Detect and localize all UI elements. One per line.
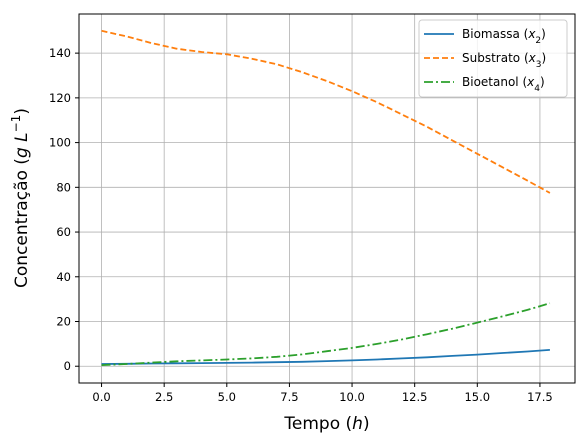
legend: Biomassa (x2)Substrato (x3)Bioetanol (x4… [418, 19, 568, 98]
series-layer [101, 29, 551, 366]
x-tick-label: 7.5 [280, 390, 298, 404]
y-tick-label: 0 [64, 359, 71, 373]
x-axis-label: Tempo (h) [283, 414, 369, 434]
y-tick-label: 20 [56, 315, 71, 329]
y-tick-label: 40 [56, 270, 71, 284]
x-tick-label: 15.0 [464, 390, 490, 404]
series-line-bioetanol [101, 302, 551, 366]
y-tick-label: 140 [49, 46, 71, 60]
x-tick-label: 5.0 [218, 390, 236, 404]
y-axis-label: Concentração (g L−1) [9, 108, 32, 288]
legend-frame [418, 19, 568, 98]
x-tick-label: 2.5 [155, 390, 173, 404]
x-axis-ticks: 0.0 2.5 5.0 7.5 10.0 12.5 15.0 17.5 [92, 383, 553, 404]
x-tick-label: 10.0 [339, 390, 365, 404]
y-tick-label: 120 [49, 91, 71, 105]
y-tick-label: 100 [49, 136, 71, 150]
y-tick-label: 80 [56, 180, 71, 194]
plot-frame [78, 13, 576, 384]
y-tick-label: 60 [56, 225, 71, 239]
x-tick-label: 0.0 [92, 390, 110, 404]
series-line-substrato [101, 29, 551, 194]
y-axis-ticks: 0 20 40 60 80 100 120 140 [49, 46, 79, 373]
series-line-biomassa [101, 349, 550, 365]
x-tick-label: 17.5 [527, 390, 553, 404]
x-tick-label: 12.5 [402, 390, 428, 404]
